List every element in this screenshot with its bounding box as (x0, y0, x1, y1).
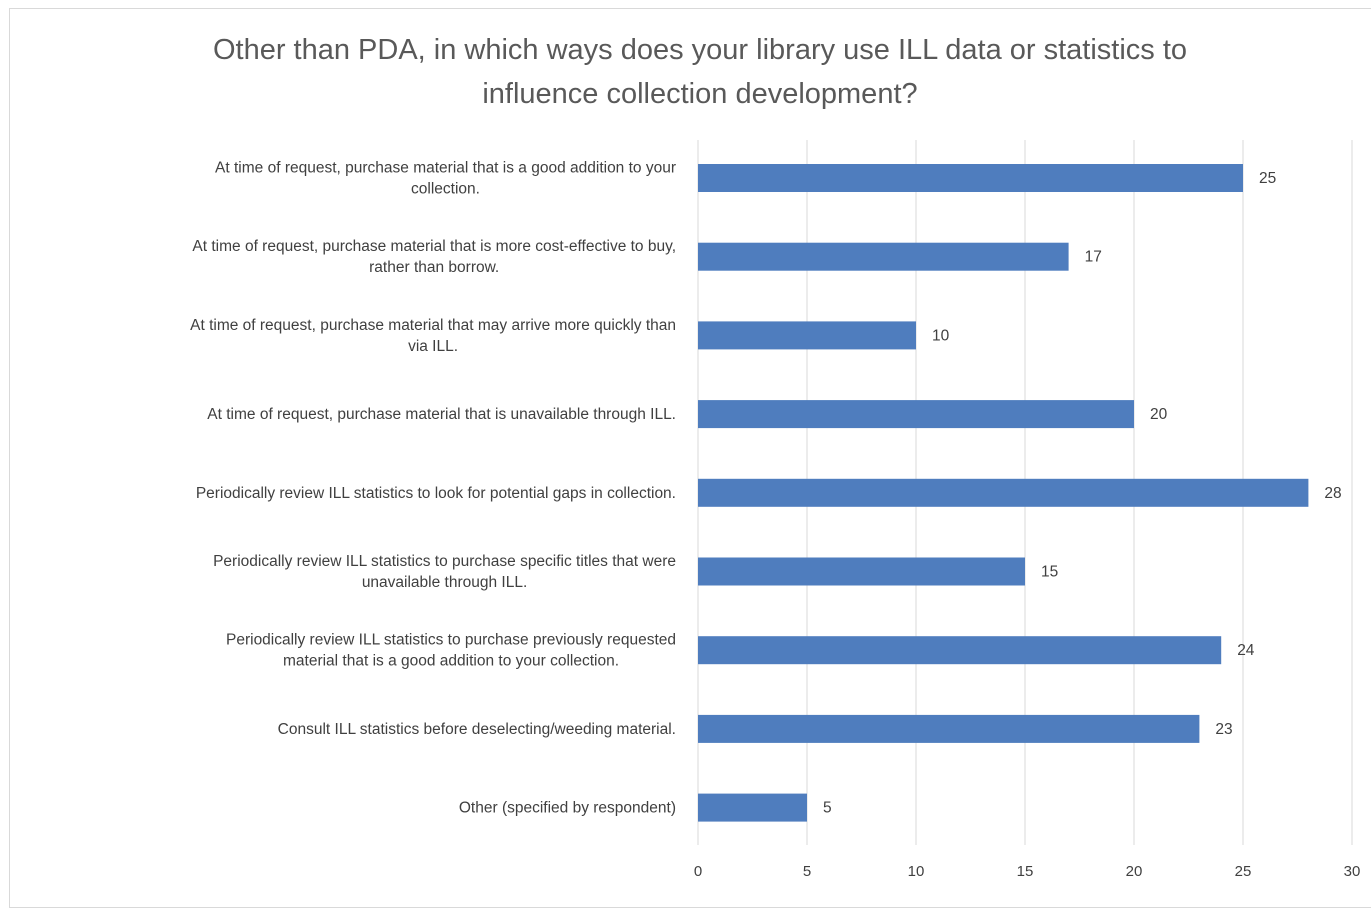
bar (698, 478, 1309, 507)
data-label: 15 (1041, 564, 1058, 581)
chart-title: Other than PDA, in which ways does your … (0, 28, 1371, 116)
data-label: 28 (1324, 485, 1341, 502)
bar (698, 636, 1222, 665)
category-label: At time of request, purchase material th… (192, 238, 676, 255)
data-label: 25 (1259, 170, 1276, 187)
category-label: Consult ILL statistics before deselectin… (278, 721, 676, 738)
bar (698, 793, 807, 822)
x-tick-label: 30 (1344, 863, 1361, 880)
x-axis-ticks: 0 5 10 15 20 25 30 (694, 863, 1361, 880)
bar (698, 242, 1069, 271)
category-label: Periodically review ILL statistics to lo… (196, 485, 676, 502)
x-tick-label: 5 (803, 863, 811, 880)
category-label: Periodically review ILL statistics to pu… (226, 632, 676, 649)
category-label: Other (specified by respondent) (459, 800, 676, 817)
x-tick-label: 0 (694, 863, 702, 880)
category-label-line-2: via ILL. (408, 338, 458, 355)
x-tick-label: 25 (1235, 863, 1252, 880)
bars: 25 17 10 20 28 15 24 23 5 (698, 164, 1342, 822)
x-tick-label: 20 (1126, 863, 1143, 880)
data-label: 23 (1215, 721, 1232, 738)
x-tick-label: 15 (1017, 863, 1034, 880)
bar (698, 714, 1200, 743)
chart-title-line-1: Other than PDA, in which ways does your … (212, 34, 1188, 66)
category-label: At time of request, purchase material th… (207, 406, 676, 423)
data-label: 10 (932, 327, 950, 344)
category-label-line-2: collection. (411, 181, 480, 198)
data-label: 17 (1085, 249, 1102, 266)
category-label-line-2: material that is a good addition to your… (283, 653, 619, 670)
bar (698, 321, 916, 350)
data-label: 24 (1237, 642, 1255, 659)
bar (698, 557, 1025, 586)
data-label: 5 (823, 800, 832, 817)
data-label: 20 (1150, 406, 1168, 423)
bar (698, 400, 1134, 429)
category-label-line-2: unavailable through ILL. (362, 574, 527, 591)
category-label: Periodically review ILL statistics to pu… (213, 553, 676, 570)
chart-title-line-2: influence collection development? (482, 78, 918, 110)
category-label-line-2: rather than borrow. (369, 259, 499, 276)
category-label: At time of request, purchase material th… (215, 160, 676, 177)
category-label: At time of request, purchase material th… (190, 317, 676, 334)
bar (698, 164, 1243, 192)
category-labels: At time of request, purchase material th… (190, 160, 676, 817)
x-tick-label: 10 (908, 863, 925, 880)
